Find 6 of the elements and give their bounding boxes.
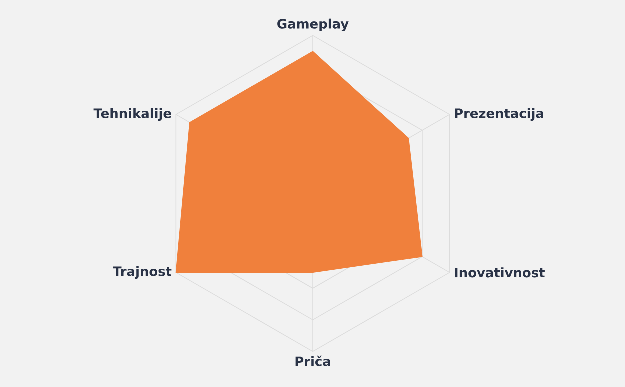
spoke-label: Trajnost <box>113 266 172 280</box>
spoke-label: Inovativnost <box>455 268 545 278</box>
spoke-label: Prezentacija <box>455 108 544 122</box>
spoke-label: Gameplay <box>278 18 349 32</box>
spoke-label: Priča <box>296 356 330 366</box>
spoke-label: Tehnikalije <box>94 108 172 122</box>
